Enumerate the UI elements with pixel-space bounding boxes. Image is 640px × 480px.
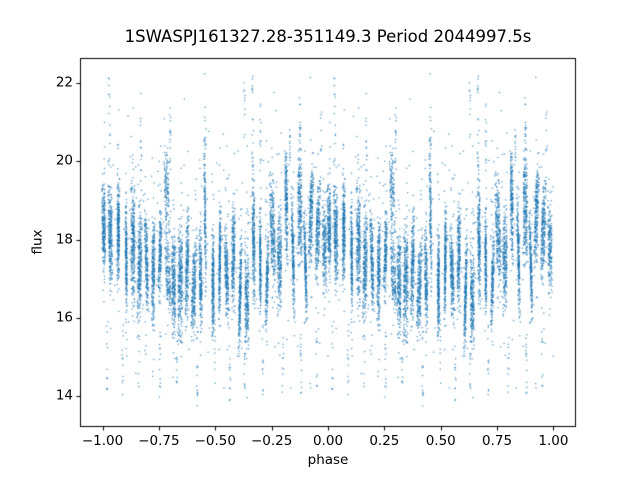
plot-title: 1SWASPJ161327.28-351149.3 Period 2044997… bbox=[124, 27, 532, 46]
x-tick-label: −1.00 bbox=[81, 433, 124, 449]
y-tick-label: 16 bbox=[55, 309, 73, 326]
y-tick-label: 22 bbox=[55, 74, 73, 91]
x-tick-label: 0.50 bbox=[425, 433, 456, 449]
x-tick-label: −0.25 bbox=[250, 433, 293, 449]
y-tick-label: 20 bbox=[55, 152, 73, 169]
x-tick-label: −0.75 bbox=[138, 433, 180, 449]
x-tick-label: 1.00 bbox=[538, 433, 569, 449]
x-tick-label: 0.00 bbox=[312, 433, 344, 449]
x-tick-label: 0.75 bbox=[482, 433, 513, 449]
y-tick-label: 14 bbox=[55, 387, 73, 404]
y-tick-label: 18 bbox=[55, 231, 73, 248]
x-tick-label: −0.50 bbox=[194, 433, 236, 449]
x-tick-label: 0.25 bbox=[369, 433, 400, 449]
x-axis-label: phase bbox=[307, 452, 349, 468]
